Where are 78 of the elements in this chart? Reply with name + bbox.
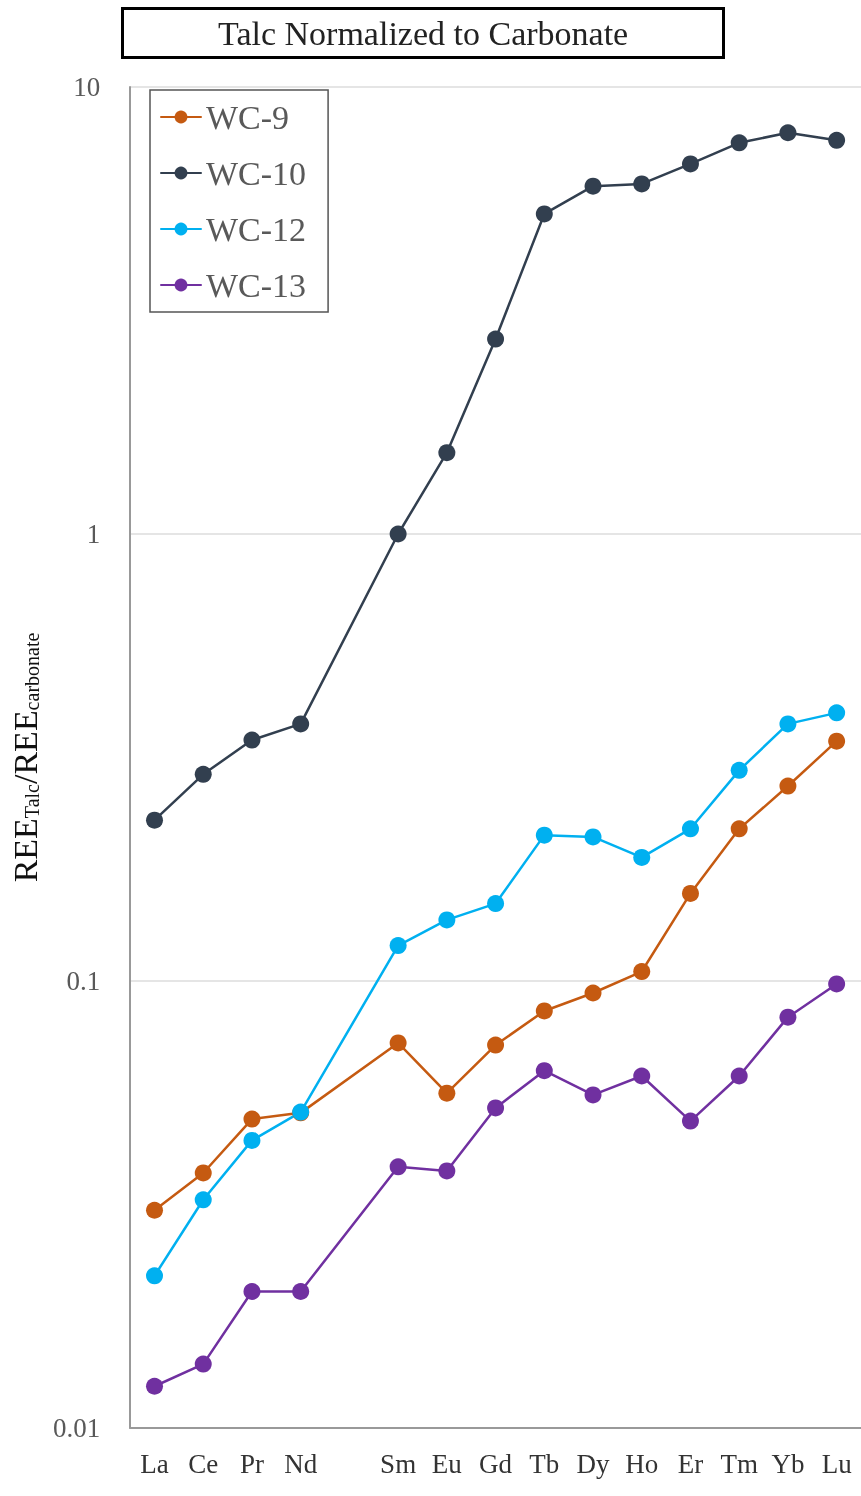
point xyxy=(828,131,846,149)
point xyxy=(681,884,699,902)
x-tick-label: Eu xyxy=(431,1448,463,1479)
point xyxy=(438,1162,456,1180)
point xyxy=(633,175,651,193)
point xyxy=(584,984,602,1002)
point xyxy=(681,820,699,838)
point xyxy=(146,1201,164,1219)
point xyxy=(194,1164,212,1182)
point xyxy=(194,765,212,783)
point xyxy=(828,975,846,993)
point xyxy=(633,963,651,981)
chart-title: Talc Normalized to Carbonate xyxy=(218,14,629,52)
x-tick-label: La xyxy=(140,1448,169,1479)
point xyxy=(584,1086,602,1104)
x-tick-label: Nd xyxy=(284,1448,318,1479)
point xyxy=(535,826,553,844)
point xyxy=(438,1084,456,1102)
point xyxy=(389,1034,407,1052)
point xyxy=(194,1191,212,1209)
point xyxy=(389,525,407,543)
x-tick-label: Dy xyxy=(576,1448,611,1479)
point xyxy=(779,1008,797,1026)
x-tick-label: Ho xyxy=(625,1448,659,1479)
point xyxy=(681,155,699,173)
point xyxy=(633,1067,651,1085)
point xyxy=(243,731,261,749)
point xyxy=(584,177,602,195)
point xyxy=(146,1377,164,1395)
point xyxy=(828,732,846,750)
point xyxy=(389,1158,407,1176)
x-tick-label: Tb xyxy=(529,1448,560,1479)
x-tick-label: Pr xyxy=(239,1448,264,1479)
point xyxy=(730,1067,748,1085)
point xyxy=(146,811,164,829)
point xyxy=(243,1131,261,1149)
point xyxy=(194,1355,212,1373)
point xyxy=(243,1110,261,1128)
legend-label: WC-13 xyxy=(206,266,307,304)
point xyxy=(243,1283,261,1300)
point xyxy=(730,134,748,152)
y-tick-label: 1 xyxy=(86,519,101,549)
point xyxy=(438,911,456,929)
point xyxy=(730,820,748,838)
y-tick-label: 0.1 xyxy=(66,966,101,996)
point xyxy=(389,937,407,955)
x-tick-label: Yb xyxy=(771,1448,805,1479)
x-tick-label: Ce xyxy=(188,1448,219,1479)
point xyxy=(828,704,846,722)
x-tick-label: Lu xyxy=(821,1448,853,1479)
point xyxy=(779,715,797,733)
x-tick-label: Gd xyxy=(479,1448,513,1479)
point xyxy=(779,124,797,142)
point xyxy=(633,848,651,866)
legend-label: WC-10 xyxy=(206,154,307,192)
y-axis-title: REETalc/REEcarbonate xyxy=(6,632,44,883)
y-tick-label: 10 xyxy=(73,72,101,102)
point xyxy=(487,1099,505,1117)
point xyxy=(535,1062,553,1080)
point xyxy=(535,205,553,223)
point xyxy=(438,444,456,462)
x-tick-label: Tm xyxy=(720,1448,758,1479)
y-tick-label: 0.01 xyxy=(52,1413,101,1443)
point xyxy=(730,761,748,779)
x-tick-label: Sm xyxy=(380,1448,417,1479)
point xyxy=(292,1283,310,1300)
x-tick-label: Er xyxy=(677,1448,704,1479)
point xyxy=(779,777,797,795)
point xyxy=(487,1036,505,1054)
point xyxy=(146,1267,164,1285)
legend-label: WC-12 xyxy=(206,210,307,248)
point xyxy=(292,715,310,733)
point xyxy=(681,1112,699,1130)
point xyxy=(487,330,505,348)
point xyxy=(584,828,602,846)
point xyxy=(487,895,505,913)
legend-label: WC-9 xyxy=(206,98,290,136)
point xyxy=(535,1002,553,1020)
